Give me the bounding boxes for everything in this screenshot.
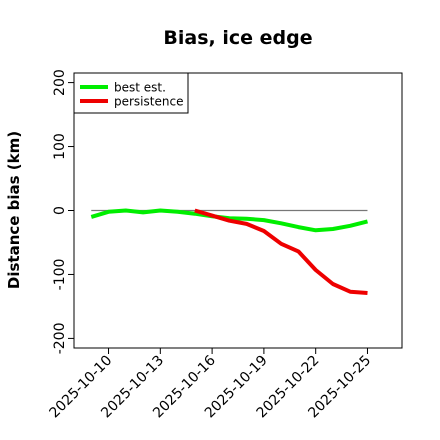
y-tick-label: -100 (52, 259, 68, 291)
y-tick-label: -200 (52, 323, 68, 355)
legend-box (73, 72, 189, 114)
y-tick-label: 0 (52, 206, 68, 215)
y-tick-label: 200 (52, 69, 68, 96)
plot-frame (73, 72, 403, 349)
y-tick-label: 100 (52, 133, 68, 160)
legend-label-persistence: persistence (114, 95, 183, 109)
series-line-persistence (194, 208, 368, 295)
legend-label-best-est: best est. (114, 81, 166, 95)
chart-title: Bias, ice edge (163, 27, 312, 49)
series-line-best-est (90, 208, 368, 233)
y-axis-label: Distance bias (km) (5, 131, 23, 289)
legend: best est. persistence (73, 72, 189, 114)
